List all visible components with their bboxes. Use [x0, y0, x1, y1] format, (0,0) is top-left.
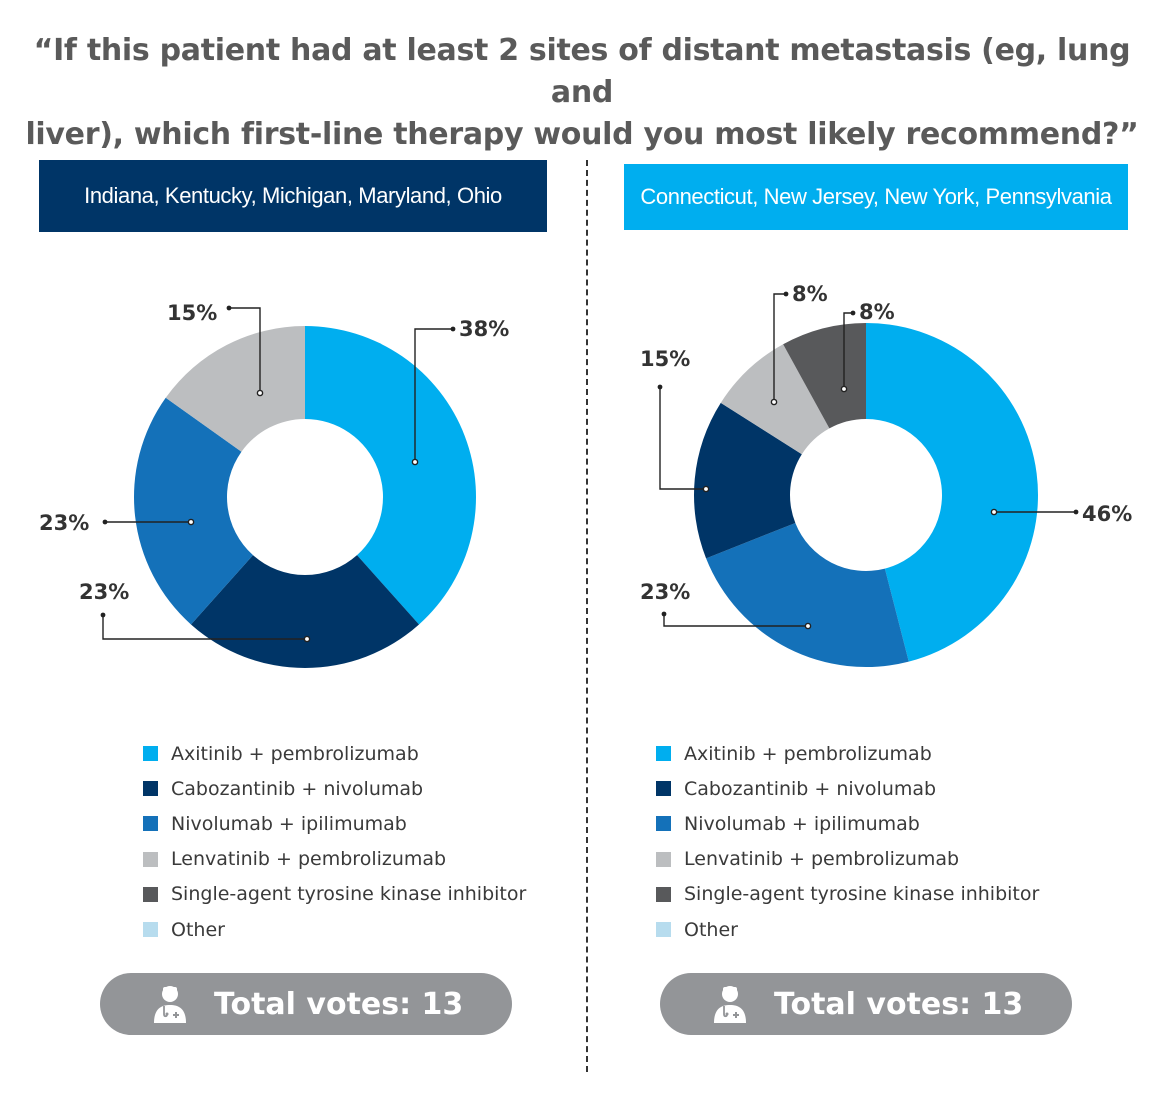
right-region-banner: Connecticut, New Jersey, New York, Penns… — [624, 164, 1128, 230]
legend-label: Lenvatinib + pembrolizumab — [171, 848, 447, 871]
leader-anchor-dot — [840, 385, 848, 393]
slice-lenvatinib — [165, 326, 305, 452]
legend-item: Nivolumab + ipilimumab — [656, 806, 1039, 841]
leader-line-single-agent — [843, 312, 853, 389]
leader-end-dot — [783, 291, 789, 297]
right-donut-chart: 46% 15% 23% 8% 8% — [640, 282, 1132, 667]
legend-swatch — [143, 922, 158, 938]
legend-label: Axitinib + pembrolizumab — [171, 742, 419, 765]
legend-item: Other — [143, 912, 526, 947]
leader-anchor-dot — [990, 508, 998, 516]
legend-label: Lenvatinib + pembrolizumab — [684, 848, 960, 871]
legend-swatch — [656, 816, 671, 832]
legend-item: Single-agent tyrosine kinase inhibitor — [656, 877, 1039, 912]
slice-single-agent — [783, 323, 866, 429]
slice-axitinib — [866, 323, 1038, 662]
legend-swatch — [656, 922, 671, 938]
legend-label: Cabozantinib + nivolumab — [684, 777, 937, 800]
dashed-divider — [586, 160, 588, 1072]
legend-item: Nivolumab + ipilimumab — [143, 806, 526, 841]
leader-line-axitinib — [414, 328, 453, 462]
data-label-axitinib: 38% — [459, 317, 509, 341]
data-label-axitinib: 46% — [1082, 502, 1132, 526]
leader-line-cabozantinib — [102, 615, 307, 640]
legend-swatch — [143, 816, 158, 832]
legend-swatch — [656, 851, 671, 867]
legend-label: Single-agent tyrosine kinase inhibitor — [684, 883, 1040, 906]
legend-label: Single-agent tyrosine kinase inhibitor — [171, 883, 527, 906]
leader-line-lenvatinib — [773, 293, 786, 402]
left-total-votes-label: Total votes: 13 — [214, 986, 464, 1022]
doctor-icon — [714, 986, 746, 1023]
data-label-nivolumab: 23% — [39, 511, 89, 535]
legend-item: Lenvatinib + pembrolizumab — [143, 842, 526, 877]
question-title: “If this patient had at least 2 sites of… — [0, 30, 1164, 156]
leader-anchor-dot — [804, 622, 812, 630]
leader-anchor-dot — [770, 398, 778, 406]
legend-item: Cabozantinib + nivolumab — [143, 771, 526, 806]
left-total-votes-pill: Total votes: 13 — [100, 973, 512, 1035]
legend-swatch — [143, 886, 158, 902]
question-title-line-2: liver), which first-line therapy would y… — [25, 117, 1139, 152]
slice-axitinib — [305, 326, 477, 625]
leader-end-dot — [657, 384, 663, 390]
leader-end-dot — [1073, 509, 1079, 515]
legend-item: Single-agent tyrosine kinase inhibitor — [143, 877, 526, 912]
data-label-single-agent: 8% — [859, 300, 895, 324]
left-legend: Axitinib + pembrolizumab Cabozantinib + n… — [143, 736, 526, 947]
leader-anchor-dot — [411, 458, 419, 466]
leader-line-cabozantinib — [659, 387, 706, 490]
slice-nivolumab — [134, 397, 253, 625]
leader-anchor-dot — [702, 485, 710, 493]
data-label-lenvatinib: 15% — [167, 301, 217, 325]
leader-end-dot — [661, 611, 667, 617]
legend-item: Lenvatinib + pembrolizumab — [656, 842, 1039, 877]
leader-anchor-dot — [303, 635, 311, 643]
legend-item: Other — [656, 912, 1039, 947]
legend-label: Cabozantinib + nivolumab — [171, 777, 424, 800]
legend-label: Other — [171, 918, 225, 941]
question-title-line-1: “If this patient had at least 2 sites of… — [33, 33, 1131, 110]
right-total-votes-pill: Total votes: 13 — [660, 973, 1072, 1035]
left-region-banner: Indiana, Kentucky, Michigan, Maryland, O… — [39, 160, 547, 232]
legend-item: Axitinib + pembrolizumab — [656, 736, 1039, 771]
leader-anchor-dot — [187, 518, 195, 526]
doctor-icon — [154, 986, 186, 1023]
left-donut-chart: 38% 23% 23% 15% — [39, 301, 509, 668]
leader-end-dot — [850, 310, 856, 316]
legend-item: Cabozantinib + nivolumab — [656, 771, 1039, 806]
right-legend: Axitinib + pembrolizumab Cabozantinib + n… — [656, 736, 1039, 947]
legend-label: Nivolumab + ipilimumab — [684, 812, 920, 835]
leader-line-nivolumab — [663, 614, 808, 627]
slice-cabozantinib — [694, 402, 802, 559]
legend-swatch — [656, 886, 671, 902]
leader-line-lenvatinib — [229, 307, 261, 393]
data-label-nivolumab: 23% — [640, 580, 690, 604]
legend-swatch — [143, 781, 158, 797]
leader-end-dot — [226, 305, 232, 311]
right-total-votes-label: Total votes: 13 — [774, 986, 1024, 1022]
leader-end-dot — [102, 519, 108, 525]
leader-end-dot — [450, 326, 456, 332]
legend-label: Other — [684, 918, 738, 941]
leader-anchor-dot — [256, 389, 264, 397]
slice-nivolumab — [706, 522, 909, 667]
right-panel: Connecticut, New Jersey, New York, Penns… — [624, 160, 1134, 1080]
data-label-cabozantinib: 15% — [640, 347, 690, 371]
legend-swatch — [143, 746, 158, 762]
legend-item: Axitinib + pembrolizumab — [143, 736, 526, 771]
legend-swatch — [656, 781, 671, 797]
data-label-cabozantinib: 23% — [79, 580, 129, 604]
left-panel: Indiana, Kentucky, Michigan, Maryland, O… — [39, 160, 549, 1080]
data-label-lenvatinib: 8% — [792, 282, 828, 306]
legend-swatch — [143, 851, 158, 867]
legend-swatch — [656, 746, 671, 762]
legend-label: Nivolumab + ipilimumab — [171, 812, 407, 835]
slice-cabozantinib — [190, 555, 420, 668]
leader-end-dot — [100, 612, 106, 618]
legend-label: Axitinib + pembrolizumab — [684, 742, 932, 765]
